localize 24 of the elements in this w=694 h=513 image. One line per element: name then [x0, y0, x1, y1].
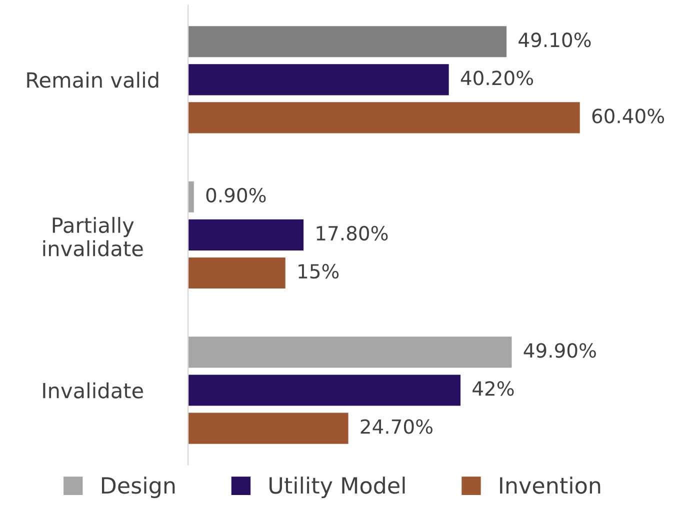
- y-tick-label: Partially invalidate: [43, 216, 143, 256]
- bar: [188, 219, 304, 250]
- data-label: 60.40%: [592, 108, 664, 124]
- data-label: 15%: [298, 264, 339, 279]
- legend-label: Utility Model: [270, 476, 405, 498]
- bar: [188, 64, 449, 96]
- data-label: 17.80%: [316, 226, 388, 241]
- y-tick-label: Remain valid: [27, 72, 158, 88]
- bar: [188, 102, 580, 134]
- data-label: 40.20%: [460, 70, 534, 86]
- bar: [188, 26, 507, 58]
- bar: [188, 336, 512, 368]
- bar: [188, 257, 286, 289]
- legend-label: Design: [102, 476, 175, 498]
- y-tick-label: Invalidate: [43, 382, 144, 398]
- data-label: 49.10%: [518, 32, 591, 48]
- data-label: 24.70%: [360, 419, 432, 434]
- bar: [188, 374, 460, 406]
- legend-label: Invention: [500, 476, 600, 494]
- data-label: 0.90%: [206, 188, 266, 203]
- data-label: 49.90%: [524, 343, 596, 358]
- bar: [188, 412, 348, 444]
- data-label: 42%: [472, 381, 514, 396]
- bar: [188, 181, 194, 212]
